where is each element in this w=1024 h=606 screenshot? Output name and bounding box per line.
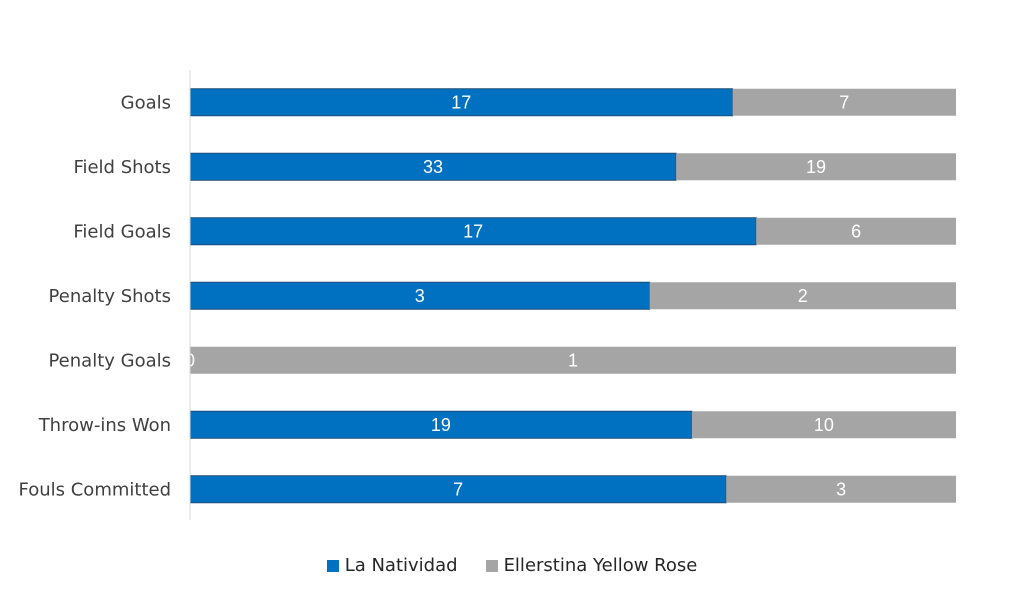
bars-layer (189, 88, 956, 504)
legend-label-la-natividad: La Natividad (344, 555, 458, 576)
category-label-throw-ins-won: Throw-ins Won (38, 415, 171, 436)
data-label-ellerstina-yellow-rose-field-goals: 6 (851, 221, 861, 241)
category-label-fouls-committed: Fouls Committed (19, 479, 172, 500)
bar-ellerstina-yellow-rose-field-shots (676, 153, 956, 181)
data-label-la-natividad-field-shots: 33 (423, 157, 443, 177)
legend-label-ellerstina-yellow-rose: Ellerstina Yellow Rose (503, 555, 698, 576)
bar-la-natividad-penalty-shots (189, 281, 651, 310)
bar-la-natividad-throw-ins-won (189, 410, 693, 439)
legend-swatch-ellerstina-yellow-rose (485, 559, 498, 572)
data-label-la-natividad-throw-ins-won: 19 (431, 415, 451, 435)
data-label-ellerstina-yellow-rose-throw-ins-won: 10 (814, 415, 834, 435)
category-label-penalty-shots: Penalty Shots (49, 286, 171, 307)
data-label-ellerstina-yellow-rose-penalty-shots: 2 (798, 286, 808, 306)
bar-ellerstina-yellow-rose-throw-ins-won (691, 411, 956, 439)
data-label-ellerstina-yellow-rose-penalty-goals: 1 (568, 350, 578, 370)
bar-ellerstina-yellow-rose-field-goals (756, 217, 956, 245)
data-label-la-natividad-field-goals: 17 (463, 221, 483, 241)
legend: La Natividad Ellerstina Yellow Rose (0, 555, 1024, 576)
data-label-la-natividad-fouls-committed: 7 (453, 479, 463, 499)
bar-la-natividad-goals (189, 88, 734, 117)
data-label-la-natividad-goals: 17 (451, 92, 471, 112)
category-label-goals: Goals (121, 92, 171, 113)
legend-swatch-la-natividad (326, 559, 339, 572)
data-label-la-natividad-penalty-shots: 3 (415, 286, 425, 306)
bar-ellerstina-yellow-rose-fouls-committed (726, 475, 956, 503)
bar-la-natividad-field-shots (189, 152, 677, 181)
category-label-penalty-goals: Penalty Goals (48, 350, 171, 371)
bar-la-natividad-fouls-committed (189, 475, 727, 504)
legend-item-la-natividad: La Natividad (326, 555, 458, 576)
data-label-ellerstina-yellow-rose-fouls-committed: 3 (836, 479, 846, 499)
category-label-field-goals: Field Goals (73, 221, 171, 242)
bar-ellerstina-yellow-rose-penalty-goals (190, 346, 956, 374)
bar-ellerstina-yellow-rose-penalty-shots (649, 282, 956, 310)
data-label-ellerstina-yellow-rose-goals: 7 (839, 92, 849, 112)
category-label-field-shots: Field Shots (73, 157, 171, 178)
legend-item-ellerstina-yellow-rose: Ellerstina Yellow Rose (485, 555, 698, 576)
data-label-ellerstina-yellow-rose-field-shots: 19 (806, 157, 826, 177)
bar-ellerstina-yellow-rose-goals (732, 88, 956, 116)
